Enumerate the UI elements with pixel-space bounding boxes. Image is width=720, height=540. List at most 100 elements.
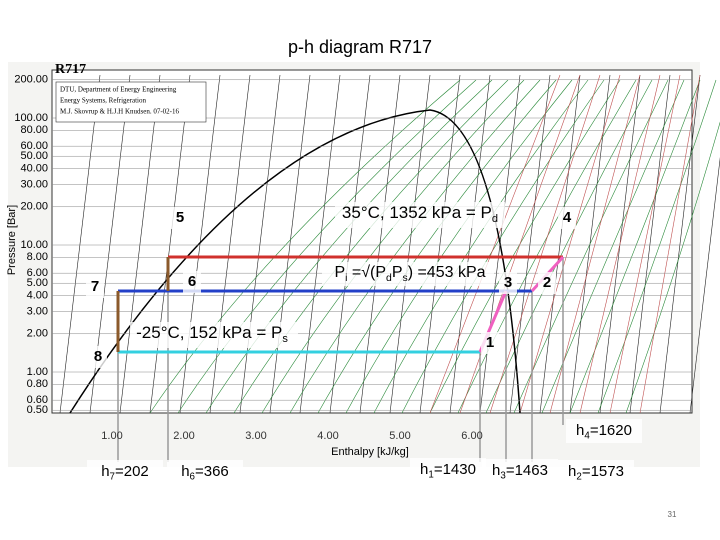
isotherm <box>179 74 221 414</box>
point-label: 5 <box>176 209 184 226</box>
y-tick-label: 2.00 <box>27 328 48 340</box>
y-tick-label: 0.50 <box>27 404 48 416</box>
enthalpy-label-box <box>558 460 634 484</box>
point-label-box <box>558 207 576 229</box>
text-part: =366 <box>195 463 229 480</box>
annotation-box <box>322 262 494 286</box>
enthalpy-label-box <box>87 460 163 484</box>
point-label-box <box>171 207 189 229</box>
isochore <box>205 79 493 414</box>
y-tick-label: 200.00 <box>14 74 48 86</box>
enthalpy-label-box <box>566 419 642 443</box>
text-part: =1573 <box>582 463 624 480</box>
grid <box>52 74 720 414</box>
text-part: h <box>568 463 576 480</box>
isentrope <box>549 74 641 414</box>
point-label-box <box>183 271 201 293</box>
enthalpy-label-group: h7=202 <box>87 460 163 484</box>
enthalpy-label: h2=1573 <box>568 463 624 482</box>
text-part: =1620 <box>590 422 632 439</box>
text-part: h <box>420 461 428 478</box>
isentrope <box>579 74 661 414</box>
credit-line: M.J. Skovrup & H.J.H Knudsen. 07-02-16 <box>60 108 180 116</box>
isotherm <box>269 74 311 414</box>
isotherm <box>209 74 251 414</box>
isotherm <box>539 74 581 414</box>
point-label-box <box>89 346 107 368</box>
credit-line: Energy Systems, Refrigeration <box>60 97 146 105</box>
subscript: d <box>386 273 392 284</box>
isochore <box>261 79 525 414</box>
annotation-box <box>130 322 298 348</box>
isochore <box>289 79 541 414</box>
s-tick-label: 2.00 <box>173 430 194 442</box>
text-part: h <box>492 462 500 479</box>
isochore <box>401 79 605 414</box>
isentrope <box>609 74 681 414</box>
enthalpy-label-group: h2=1573 <box>558 460 634 484</box>
y-tick-label: 50.00 <box>20 150 48 162</box>
isentrope <box>639 74 701 414</box>
point-label: 6 <box>188 273 196 290</box>
subscript: 4 <box>584 430 590 441</box>
enthalpy-label-group: h6=366 <box>167 460 243 484</box>
isotherm <box>689 156 720 414</box>
isochore <box>569 79 701 414</box>
y-tick-label: 6.00 <box>27 267 48 279</box>
text-part: =√(P <box>347 264 386 281</box>
y-tick-label: 4.00 <box>27 289 48 301</box>
y-tick-label: 40.00 <box>20 162 48 174</box>
isochore <box>317 79 557 414</box>
s-tick-label: 4.00 <box>317 430 338 442</box>
y-tick-label: 3.00 <box>27 305 48 317</box>
point-label: 8 <box>94 348 102 365</box>
enthalpy-label: h4=1620 <box>576 422 632 441</box>
y-tick-label: 30.00 <box>20 178 48 190</box>
text-part: P <box>334 264 345 281</box>
y-tick-label: 60.00 <box>20 140 48 152</box>
point-label: 4 <box>563 209 572 226</box>
annotation-group: -25°C, 152 kPa = Ps <box>130 322 298 348</box>
subscript: s <box>402 273 407 284</box>
text-part: ) =453 kPa <box>408 264 486 281</box>
y-tick-label: 5.00 <box>27 277 48 289</box>
isotherm <box>149 74 191 414</box>
subscript: 2 <box>576 471 581 482</box>
isotherm <box>629 74 671 414</box>
isochore <box>625 121 720 414</box>
isotherm <box>59 74 101 414</box>
labels: 200.00100.0080.0060.0050.0040.0030.0020.… <box>6 37 677 519</box>
annotation: -25°C, 152 kPa = Ps <box>136 323 288 345</box>
isochore <box>345 79 573 414</box>
isotherm <box>119 74 161 414</box>
isochore <box>541 79 685 414</box>
y-tick-label: 1.00 <box>27 366 48 378</box>
enthalpy-label-box <box>482 459 558 483</box>
text-part: 35°C, 1352 kPa = P <box>342 203 492 222</box>
annotation: 35°C, 1352 kPa = Pd <box>342 203 498 225</box>
text-part: =202 <box>115 463 149 480</box>
s-tick-label: 3.00 <box>245 430 266 442</box>
x-axis-label: Enthalpy [kJ/kg] <box>331 446 409 458</box>
subscript: 1 <box>428 469 433 480</box>
saturation-curve <box>69 109 521 414</box>
isochore <box>233 79 509 414</box>
isotherm <box>509 74 551 414</box>
text-part: -25°C, 152 kPa = P <box>136 323 282 342</box>
y-tick-label: 0.80 <box>27 378 48 390</box>
isochore <box>149 79 461 414</box>
isentrope <box>429 74 561 414</box>
isotherm <box>299 74 341 414</box>
y-tick-label: 100.00 <box>14 112 48 124</box>
subscript: 7 <box>110 471 115 482</box>
enthalpy-label-box <box>167 460 243 484</box>
isotherm <box>389 74 431 414</box>
s-tick-label: 6.00 <box>461 430 482 442</box>
enthalpy-label-group: h1=1430 <box>410 458 486 482</box>
enthalpy-label-box <box>410 458 486 482</box>
plot-frame <box>51 69 693 414</box>
isentrope <box>489 74 601 414</box>
isentrope <box>519 74 621 414</box>
subscript: s <box>282 333 288 345</box>
annotation-group: 35°C, 1352 kPa = Pd <box>335 202 505 228</box>
